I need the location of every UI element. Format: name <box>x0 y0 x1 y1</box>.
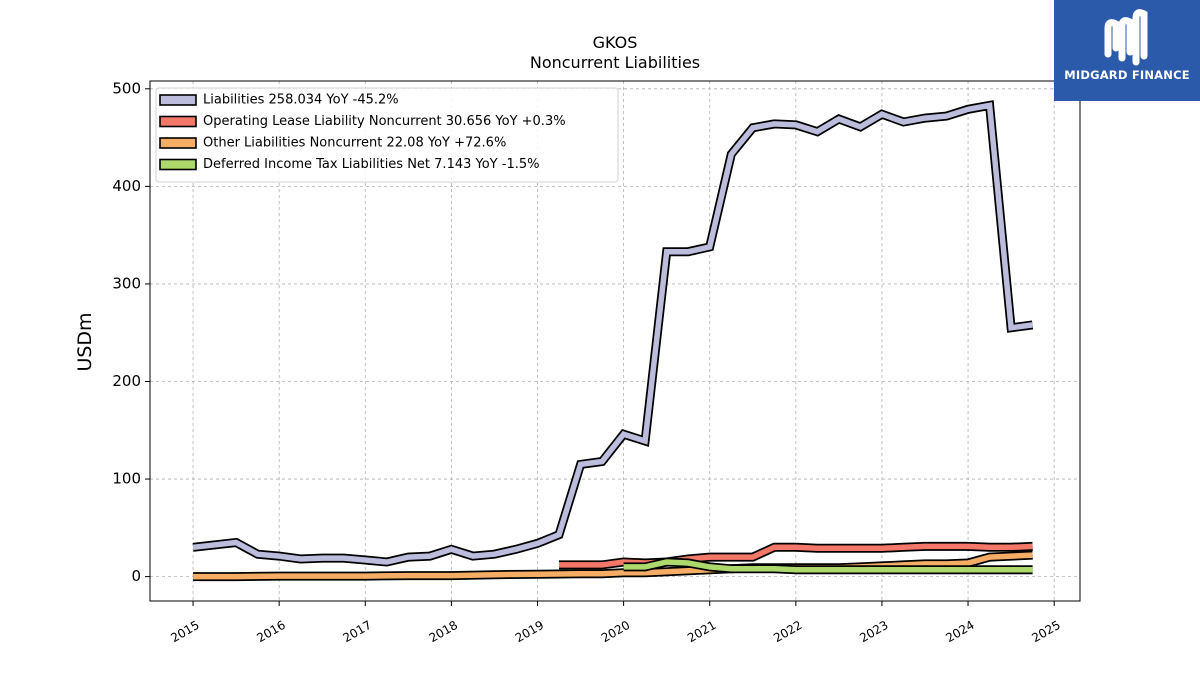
x-axis: 2015 2016 2017 2018 2019 2020 2021 2022 2023 2024… <box>168 601 1063 645</box>
x-tick-label: 2021 <box>685 618 718 645</box>
legend-item-deferred_tax: Deferred Income Tax Liabilities Net 7.14… <box>159 157 539 172</box>
legend-swatch <box>159 115 197 128</box>
legend-swatch <box>159 137 197 149</box>
logo-text: MIDGARD FINANCE <box>1064 68 1190 82</box>
legend-item-liabilities: Liabilities 258.034 YoY -45.2% <box>159 93 399 108</box>
y-tick-label: 500 <box>112 79 141 97</box>
x-tick-label: 2017 <box>341 618 374 645</box>
midgard-logo-icon <box>1104 9 1148 66</box>
x-tick-label: 2018 <box>427 618 460 645</box>
legend-item-operating_lease: Operating Lease Liability Noncurrent 30.… <box>159 114 566 129</box>
series-liabilities <box>192 100 1034 567</box>
x-tick-label: 2015 <box>168 618 201 645</box>
y-tick-label: 0 <box>131 567 141 585</box>
legend: Liabilities 258.034 YoY -45.2% Operating … <box>155 87 619 183</box>
y-tick-label: 100 <box>112 470 141 488</box>
x-tick-label: 2023 <box>857 618 890 645</box>
legend-label: Deferred Income Tax Liabilities Net 7.14… <box>203 157 539 172</box>
y-tick-label: 300 <box>112 274 141 292</box>
x-tick-label: 2022 <box>771 618 804 645</box>
legend-swatch <box>159 158 197 171</box>
series-group <box>192 100 1034 582</box>
series-line <box>623 559 1033 573</box>
y-tick-label: 200 <box>112 372 141 390</box>
series-deferred_tax <box>623 557 1033 575</box>
plot-frame <box>149 80 1081 602</box>
chart-title: GKOS <box>593 33 638 52</box>
series-line <box>192 102 1033 565</box>
x-tick-label: 2024 <box>943 618 976 645</box>
x-tick-label: 2019 <box>513 618 546 645</box>
legend-swatch <box>159 94 197 106</box>
legend-label: Other Liabilities Noncurrent 22.08 YoY +… <box>203 136 506 151</box>
y-tick-label: 400 <box>112 177 141 195</box>
y-axis: 0 100 200 300 400 500 <box>112 79 150 585</box>
x-tick-label: 2016 <box>254 618 287 645</box>
legend-label: Operating Lease Liability Noncurrent 30.… <box>203 114 566 129</box>
legend-box <box>155 87 619 183</box>
y-axis-label: USDm <box>74 312 96 371</box>
x-tick-label: 2020 <box>599 618 632 645</box>
legend-item-other_noncurrent: Other Liabilities Noncurrent 22.08 YoY +… <box>159 136 506 151</box>
chart-subtitle: Noncurrent Liabilities <box>530 53 700 72</box>
x-tick-label: 2025 <box>1029 618 1062 645</box>
midgard-logo: MIDGARD FINANCE <box>1054 0 1200 101</box>
legend-label: Liabilities 258.034 YoY -45.2% <box>203 93 399 108</box>
